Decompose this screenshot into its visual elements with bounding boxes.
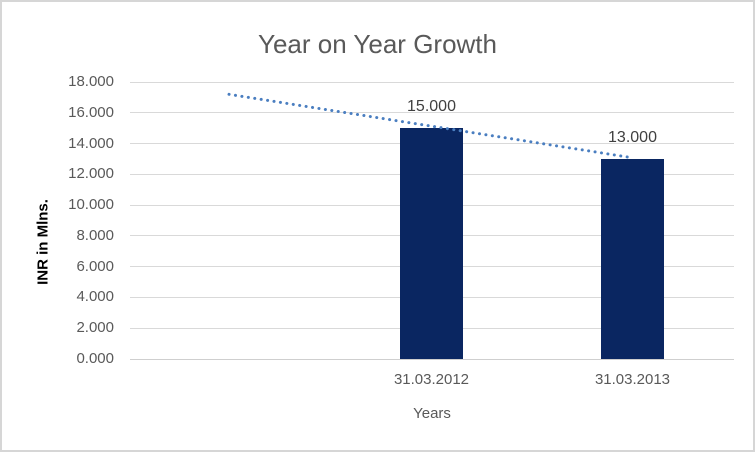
chart-title: Year on Year Growth xyxy=(258,29,497,59)
y-tick-label: 2.000 xyxy=(76,319,114,337)
y-tick-label: 16.000 xyxy=(68,103,114,121)
bar-value-label: 15.000 xyxy=(407,98,456,116)
y-tick-label: 18.000 xyxy=(68,73,114,90)
gridline xyxy=(130,358,734,360)
x-tick-label: 31.03.2013 xyxy=(594,371,671,388)
y-tick-label: 10.000 xyxy=(68,196,114,214)
y-tick-label: 0.000 xyxy=(76,350,114,367)
bar xyxy=(601,158,664,359)
x-tick-label: 31.03.2012 xyxy=(393,371,470,388)
bar-value-label: 13.000 xyxy=(608,128,657,146)
x-axis-title: Years xyxy=(413,405,451,422)
bar xyxy=(400,128,463,359)
y-tick-label: 4.000 xyxy=(76,288,114,306)
y-tick-label: 8.000 xyxy=(76,226,114,244)
y-tick-label: 12.000 xyxy=(68,165,114,183)
y-tick-label: 6.000 xyxy=(76,257,114,275)
y-tick-label: 14.000 xyxy=(68,134,114,152)
gridline xyxy=(130,81,734,83)
